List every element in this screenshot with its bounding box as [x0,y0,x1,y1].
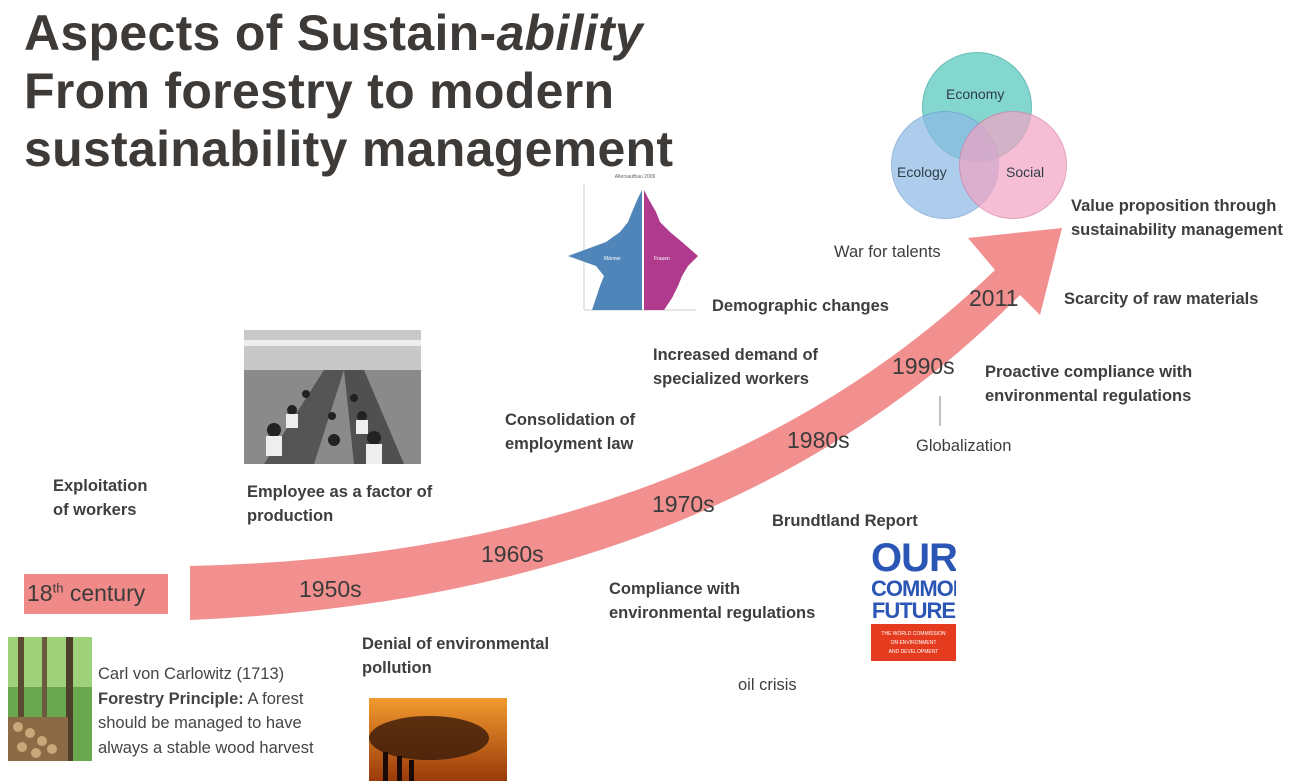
forest-photo [8,637,92,761]
label-value-proposition: Value proposition through sustainability … [1071,197,1283,239]
pyramid-caption: Altersaufbau 2009 [615,174,656,180]
label-proactive-compliance: Proactive compliance with environmental r… [985,363,1193,405]
era-1990s: 1990s [892,353,955,379]
venn-social-circle [959,111,1067,219]
book-subtitle-3: AND DEVELOPMENT [888,649,939,655]
label-denial-pollution: Denial of environmental pollution [362,635,550,677]
era-1950s: 1950s [299,576,362,602]
population-pyramid-image: Altersaufbau 2009 Männer Frauen [566,172,704,320]
carlowitz-text: Carl von Carlowitz (1713) Forestry Princ… [98,665,314,757]
label-scarcity: Scarcity of raw materials [1064,290,1259,308]
book-subtitle-1: THE WORLD COMMISSION [881,631,946,637]
label-war-for-talents: War for talents [834,243,941,261]
book-title-our: OUR [871,536,956,580]
venn-ecology-label: Ecology [897,164,947,180]
label-demographic-changes: Demographic changes [712,297,889,315]
label-increased-demand: Increased demand of specialized workers [653,346,819,388]
era-18th-century: 18th century [27,580,146,606]
venn-social-label: Social [1006,164,1045,180]
factory-workers-photo [244,330,421,464]
pyramid-left-label: Männer [604,256,621,262]
book-subtitle-2: ON ENVIRONMENT [890,640,937,646]
our-common-future-book: OUR COMMON FUTURE THE WORLD COMMISSION O… [871,536,956,661]
population-pyramid-chart: Altersaufbau 2009 Männer Frauen [568,174,698,311]
era-1960s: 1960s [481,541,544,567]
label-globalization: Globalization [916,437,1012,455]
era-1970s: 1970s [652,491,715,517]
era-2011: 2011 [969,285,1019,311]
label-brundtland: Brundtland Report [772,512,918,530]
slide-title: Aspects of Sustain-ability From forestry… [24,5,674,177]
label-oil-crisis: oil crisis [738,676,797,694]
venn-economy-label: Economy [946,86,1005,102]
book-title-future: FUTURE [871,598,956,623]
pollution-photo [369,698,507,781]
era-1980s: 1980s [787,427,850,453]
book-title-common: COMMON [871,576,956,601]
label-consolidation: Consolidation of employment law [505,411,636,453]
pyramid-right-label: Frauen [654,256,670,262]
century-box [24,574,168,614]
label-employee-factor: Employee as a factor of production [247,483,433,525]
label-exploitation: Exploitation of workers [53,477,148,519]
label-compliance: Compliance with environmental regulations [609,580,816,622]
